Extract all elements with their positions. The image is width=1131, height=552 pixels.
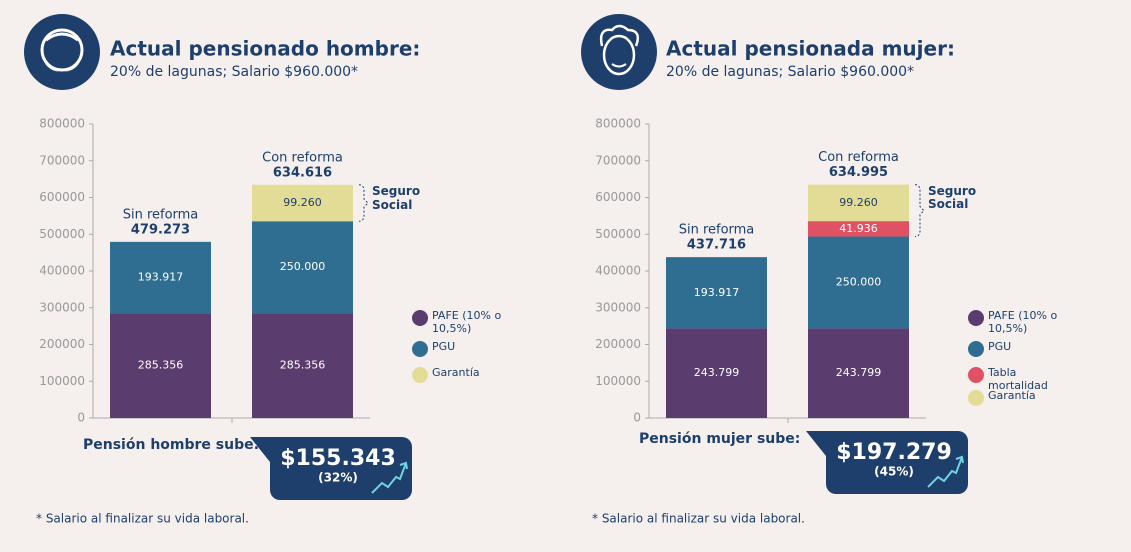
legend-label-box: PAFE (10% o 10,5%)	[988, 310, 1058, 335]
bar-segment	[666, 328, 767, 418]
y-tick-label: 100000	[595, 374, 641, 388]
bracket-label-box: Seguro Social	[928, 184, 977, 212]
chart-subtitle: 20% de lagunas; Salario $960.000*	[110, 64, 358, 80]
total-label: 479.273	[131, 222, 190, 237]
category-label: Con reforma	[818, 150, 899, 165]
total-label: 634.995	[829, 165, 888, 180]
legend-label-box: Tabla mortalidad	[988, 367, 1048, 392]
bar-segment	[110, 313, 211, 418]
legend-label: PGU	[988, 341, 1012, 353]
trend-icon	[371, 461, 408, 494]
legend-label: Tabla mortalidad	[988, 367, 1048, 392]
legend-swatch	[968, 390, 984, 406]
value-label: 193.917	[138, 270, 184, 283]
man-icon	[24, 14, 100, 90]
increase-value: $197.279	[836, 440, 952, 465]
y-tick-label: 700000	[595, 153, 641, 167]
y-tick-label: 500000	[39, 227, 85, 241]
value-label: 250.000	[280, 260, 326, 273]
value-label: 41.936	[839, 222, 878, 235]
y-tick-label: 500000	[595, 227, 641, 241]
legend-label-box: PAFE (10% o 10,5%)	[432, 310, 502, 335]
y-tick-label: 400000	[595, 264, 641, 278]
footnote: * Salario al finalizar su vida laboral.	[36, 512, 249, 526]
y-tick-label: 600000	[595, 190, 641, 204]
legend-label-box: PGU	[988, 341, 1012, 353]
value-label: 285.356	[138, 359, 184, 372]
increase-text: Pensión hombre sube:	[83, 437, 259, 453]
bar-segment	[252, 221, 353, 314]
y-tick-label: 600000	[39, 190, 85, 204]
y-tick-label: 100000	[39, 374, 85, 388]
bar-segment	[808, 221, 909, 237]
legend-swatch	[968, 310, 984, 326]
increase-pct: (45%)	[874, 465, 914, 479]
bar-segment	[808, 236, 909, 329]
y-tick-label: 200000	[595, 337, 641, 351]
y-tick-label: 800000	[595, 117, 641, 131]
bar-segment	[252, 184, 353, 222]
bar-segment	[110, 241, 211, 314]
legend-swatch	[412, 341, 428, 357]
callout-box	[826, 431, 968, 494]
bar-segment	[666, 257, 767, 329]
category-label: Con reforma	[262, 150, 343, 165]
bar-segment	[808, 184, 909, 222]
bar-segment	[808, 328, 909, 418]
legend-label: PGU	[432, 341, 456, 353]
legend-label: PAFE (10% o 10,5%)	[432, 310, 502, 335]
increase-pct: (32%)	[318, 471, 358, 485]
bracket-label: Seguro Social	[928, 184, 977, 212]
legend-label-box: Garantía	[988, 390, 1036, 402]
legend-label-box: Garantía	[432, 367, 480, 379]
value-label: 99.260	[283, 196, 322, 209]
bracket	[914, 184, 925, 238]
legend-swatch	[412, 310, 428, 326]
value-label: 285.356	[280, 359, 326, 372]
total-label: 634.616	[273, 165, 332, 180]
y-tick-label: 800000	[39, 117, 85, 131]
chart-subtitle: 20% de lagunas; Salario $960.000*	[666, 64, 914, 80]
footnote: * Salario al finalizar su vida laboral.	[592, 512, 805, 526]
y-tick-label: 400000	[39, 264, 85, 278]
value-label: 243.799	[694, 366, 740, 379]
bracket-label-box: Seguro Social	[372, 184, 421, 212]
y-tick-label: 0	[633, 411, 641, 425]
y-tick-label: 0	[77, 411, 85, 425]
legend-label: Garantía	[432, 367, 480, 379]
trend-icon	[927, 455, 964, 488]
legend-swatch	[968, 341, 984, 357]
woman-icon	[581, 14, 657, 90]
y-tick-label: 300000	[595, 300, 641, 314]
y-tick-label: 200000	[39, 337, 85, 351]
callout-box	[270, 437, 412, 500]
category-label: Sin reforma	[679, 223, 755, 238]
total-label: 437.716	[687, 238, 746, 253]
bar-segment	[252, 313, 353, 418]
y-tick-label: 700000	[39, 153, 85, 167]
legend-swatch	[968, 367, 984, 383]
category-label: Sin reforma	[123, 207, 199, 222]
legend-label: PAFE (10% o 10,5%)	[988, 310, 1058, 335]
value-label: 250.000	[836, 275, 882, 288]
value-label: 243.799	[836, 366, 882, 379]
value-label: 99.260	[839, 196, 878, 209]
chart-title: Actual pensionado hombre:	[110, 37, 420, 61]
y-tick-label: 300000	[39, 300, 85, 314]
increase-value: $155.343	[280, 446, 396, 471]
legend-label-box: PGU	[432, 341, 456, 353]
legend-swatch	[412, 367, 428, 383]
bracket-label: Seguro Social	[372, 184, 421, 212]
increase-text: Pensión mujer sube:	[639, 431, 800, 447]
legend-label: Garantía	[988, 390, 1036, 402]
value-label: 193.917	[694, 286, 740, 299]
chart-title: Actual pensionada mujer:	[666, 37, 955, 61]
